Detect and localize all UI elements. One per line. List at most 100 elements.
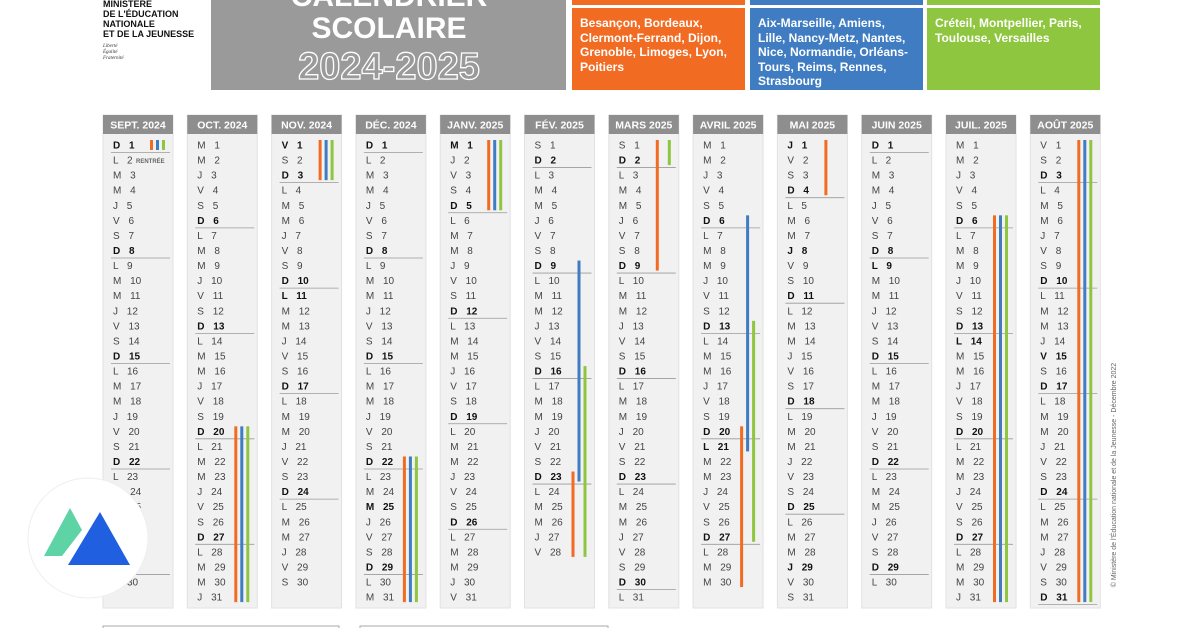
vacation-bar	[330, 140, 334, 181]
day: S 26	[703, 517, 730, 528]
day: S 5	[703, 201, 724, 212]
day: J 28	[1040, 547, 1065, 558]
motto: Liberté Égalité Fraternité	[102, 44, 124, 61]
day: M 23	[703, 472, 732, 483]
day: L 12	[787, 306, 813, 317]
month-label: SEPT. 2024	[110, 120, 166, 132]
logo	[27, 477, 149, 599]
vacation-bar	[1089, 140, 1093, 603]
day: D 27	[956, 532, 984, 543]
day: L 7	[197, 231, 217, 242]
day: S 4	[450, 186, 471, 197]
day: M 23	[197, 472, 226, 483]
day: L 19	[787, 412, 813, 423]
vacation-bar	[746, 215, 750, 452]
day: L 24	[619, 487, 645, 498]
day: V 31	[450, 593, 477, 604]
day: M 12	[535, 306, 564, 317]
day: J 3	[956, 171, 976, 182]
day: M 13	[282, 321, 311, 332]
day: S 2	[1040, 156, 1061, 167]
month-label: MAI 2025	[790, 120, 836, 132]
day: D 30	[619, 578, 647, 589]
day: M 22	[450, 457, 479, 468]
day: D 24	[1040, 487, 1068, 498]
day: S 12	[197, 306, 224, 317]
vacation-bar	[993, 215, 996, 603]
day: M 17	[872, 382, 901, 393]
day: V 15	[1040, 351, 1067, 362]
day: V 9	[787, 261, 808, 272]
day: J 17	[703, 382, 728, 393]
day: M 26	[1040, 517, 1069, 528]
day: J 7	[282, 231, 302, 242]
day: M 16	[703, 367, 732, 378]
day: V 6	[113, 216, 134, 227]
ministry-line: MINISTÈRE	[103, 0, 152, 9]
day: D 23	[535, 472, 563, 483]
day: M 26	[619, 517, 648, 528]
motto-line: Liberté	[102, 44, 118, 49]
day: J 17	[956, 382, 981, 393]
day: L 9	[366, 261, 386, 272]
motto-line: Égalité	[102, 49, 118, 55]
vacation-bar	[240, 426, 244, 603]
day: V 27	[872, 532, 899, 543]
day: M 12	[619, 306, 648, 317]
day: M 14	[450, 336, 479, 347]
day: S 8	[535, 246, 556, 257]
months: SEPT. 2024 D 1 L 2 M 3 M 4 J 5 V 6 S 7 D 8 L 9 M 1…	[102, 114, 1101, 609]
day: M 30	[197, 578, 226, 589]
day: V 4	[197, 186, 218, 197]
title-year: 2024-2025	[298, 46, 480, 88]
month-card	[1029, 114, 1101, 609]
day: D 26	[450, 517, 478, 528]
day: D 10	[282, 276, 310, 287]
vacation-bar	[667, 140, 671, 166]
day: S 17	[787, 382, 814, 393]
day: J 27	[619, 532, 644, 543]
day: J 21	[1040, 442, 1065, 453]
day: J 20	[619, 427, 644, 438]
day: S 14	[366, 336, 393, 347]
day: D 29	[366, 562, 394, 573]
vacation-bar	[414, 456, 418, 603]
day: D 20	[956, 427, 984, 438]
day: S 21	[113, 442, 140, 453]
day: L 3	[535, 171, 555, 182]
day: M 26	[535, 517, 564, 528]
day: L 2	[872, 156, 892, 167]
day: J 5	[872, 201, 892, 212]
day: M 18	[113, 397, 142, 408]
day: D 13	[197, 321, 225, 332]
day: L 21	[197, 442, 223, 453]
day: V 23	[787, 472, 814, 483]
title-group: CALENDRIER SCOLAIRE 2024-2025	[291, 0, 488, 89]
day: M 27	[1040, 532, 1069, 543]
day: L 13	[450, 321, 476, 332]
day: M 19	[282, 412, 311, 423]
day: M 5	[282, 201, 305, 212]
day: D 15	[366, 351, 394, 362]
day: M 11	[535, 291, 563, 302]
day: S 29	[619, 562, 646, 573]
day: M 9	[703, 261, 726, 272]
vacation-bar	[487, 140, 491, 211]
day: V 7	[535, 231, 556, 242]
day: V 25	[197, 502, 224, 513]
day: L 18	[282, 397, 308, 408]
day: J 28	[282, 547, 307, 558]
day: M 3	[113, 171, 136, 182]
day: L 28	[956, 547, 982, 558]
day: D 27	[703, 532, 731, 543]
day: S 26	[197, 517, 224, 528]
day: M 20	[1040, 427, 1069, 438]
day: M 31	[366, 593, 395, 604]
day: M 12	[1040, 306, 1069, 317]
day: J 12	[366, 306, 391, 317]
day: J 16	[450, 367, 475, 378]
month-label: JUIL. 2025	[955, 120, 1007, 132]
day: V 1	[1040, 141, 1061, 152]
vacation-bar	[402, 456, 406, 603]
vacation-bar	[1077, 140, 1081, 603]
